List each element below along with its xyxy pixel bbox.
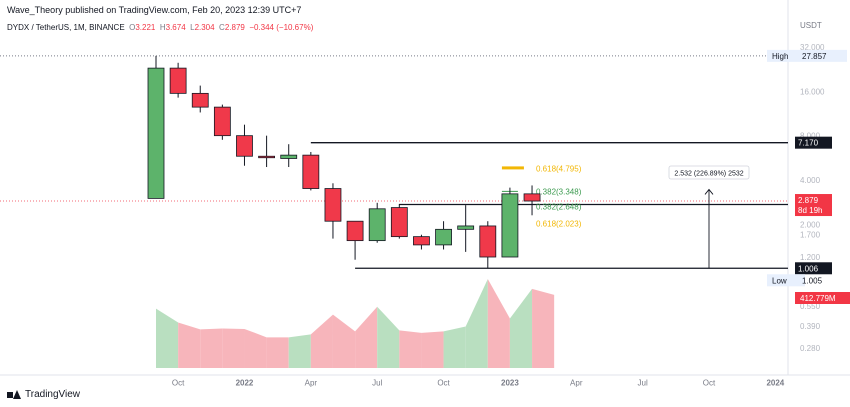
candle-body <box>324 188 342 222</box>
x-tick-label: Oct <box>703 379 716 388</box>
volume-area-segment <box>178 322 201 368</box>
low-label: L <box>190 23 195 32</box>
currency-label: USDT <box>800 21 822 30</box>
current-price-value: 2.879 <box>798 196 819 205</box>
footer-brand[interactable]: TradingView <box>7 389 80 400</box>
volume-tick-label: 0.390 <box>800 322 821 331</box>
fib-label: 0.618(2.023) <box>536 220 582 229</box>
volume-area-segment <box>156 308 179 368</box>
current-price-countdown: 8d 19h <box>798 206 822 215</box>
high-marker-label: High <box>772 52 788 61</box>
candle-body <box>479 225 497 258</box>
footer-brand-label: TradingView <box>25 389 81 400</box>
level-price-box <box>795 136 832 149</box>
candle-body <box>523 193 541 202</box>
change-value: −0.344 (−10.67%) <box>249 23 314 32</box>
candle-body <box>413 236 430 246</box>
low-marker-label: Low <box>772 276 787 285</box>
candle-body <box>435 228 452 246</box>
high-marker-box <box>767 49 847 62</box>
volume-area-segment <box>399 330 422 368</box>
candle-body <box>390 207 408 238</box>
candle-body <box>191 92 209 108</box>
tradingview-logo-icon <box>7 390 21 399</box>
open-value: 3.221 <box>135 23 156 32</box>
x-tick-label: 2022 <box>236 379 254 388</box>
open-label: O <box>129 23 136 32</box>
y-tick-label: 4.000 <box>800 176 821 185</box>
volume-area-segment <box>200 328 223 368</box>
volume-area-segment <box>332 314 356 368</box>
volume-area-segment <box>355 306 378 368</box>
level-price-label: 1.006 <box>798 264 819 273</box>
fib-label: 0.382(3.348) <box>536 187 582 196</box>
volume-area-segment <box>244 328 267 368</box>
candle-body <box>501 193 519 258</box>
volume-area-segment <box>266 337 289 368</box>
x-tick-label: 2023 <box>501 379 519 388</box>
fib-618-upper-band <box>501 166 524 170</box>
candle-body <box>147 67 165 199</box>
measure-arrow-head <box>704 188 714 195</box>
x-tick-label: Oct <box>172 379 185 388</box>
volume-tick-label: 0.280 <box>800 344 821 353</box>
symbol-name: DYDX / TetherUS, 1M, BINANCE <box>7 23 125 32</box>
volume-area-segment <box>288 334 311 368</box>
y-tick-label: 32.000 <box>800 43 825 52</box>
volume-area-segment <box>377 306 400 368</box>
candle-body <box>169 67 187 94</box>
candle-body <box>368 208 386 242</box>
low-value: 2.304 <box>194 23 215 32</box>
level-price-box <box>795 262 832 275</box>
y-tick-label: 8.000 <box>800 132 821 141</box>
current-price-box <box>795 194 832 217</box>
volume-area-segment <box>421 331 444 368</box>
volume-area-segment <box>509 288 533 368</box>
candle-body <box>258 155 276 159</box>
candle-body <box>280 154 298 159</box>
measure-box <box>668 165 750 180</box>
volume-area-segment <box>487 279 510 368</box>
fib-label: 0.618(4.795) <box>536 164 582 173</box>
volume-area-segment <box>310 314 333 368</box>
candle-body <box>213 106 231 137</box>
symbol-legend: DYDX / TetherUS, 1M, BINANCE O3.221 H3.6… <box>7 23 313 32</box>
high-marker-value: 27.857 <box>802 52 827 61</box>
candle-body <box>236 135 253 157</box>
y-tick-label: 1.700 <box>800 231 821 240</box>
high-value: 3.674 <box>165 23 186 32</box>
candle-body <box>302 154 320 189</box>
volume-value-box <box>795 292 850 304</box>
close-label: C <box>219 23 225 32</box>
measure-label: 2.532 (226.89%) 2532 <box>674 171 743 178</box>
fib-label: 0.382(2.648) <box>536 202 582 211</box>
x-tick-label: Apr <box>305 379 318 388</box>
x-tick-label: Jul <box>372 379 382 388</box>
candle-body <box>457 225 475 230</box>
volume-area-segment <box>443 326 466 368</box>
low-marker-box <box>767 274 805 287</box>
candle-body <box>346 220 364 242</box>
x-tick-label: 2024 <box>766 379 784 388</box>
volume-area-segment <box>222 328 245 368</box>
x-tick-label: Oct <box>437 379 450 388</box>
volume-value-label: 412.779M <box>800 294 836 303</box>
volume-area-segment <box>465 279 488 368</box>
volume-tick-label: 0.550 <box>800 302 821 311</box>
low-marker-value: 1.005 <box>802 276 823 285</box>
y-tick-label: 1.200 <box>800 253 821 262</box>
y-tick-label: 2.000 <box>800 220 821 229</box>
level-price-label: 7.170 <box>798 139 819 148</box>
y-tick-label: 16.000 <box>800 87 825 96</box>
high-label: H <box>159 23 166 32</box>
close-value: 2.879 <box>224 23 245 32</box>
x-tick-label: Jul <box>638 379 648 388</box>
publisher-header: Wave_Theory published on TradingView.com… <box>7 5 302 15</box>
volume-area-segment <box>532 288 555 368</box>
x-tick-label: Apr <box>570 379 583 388</box>
